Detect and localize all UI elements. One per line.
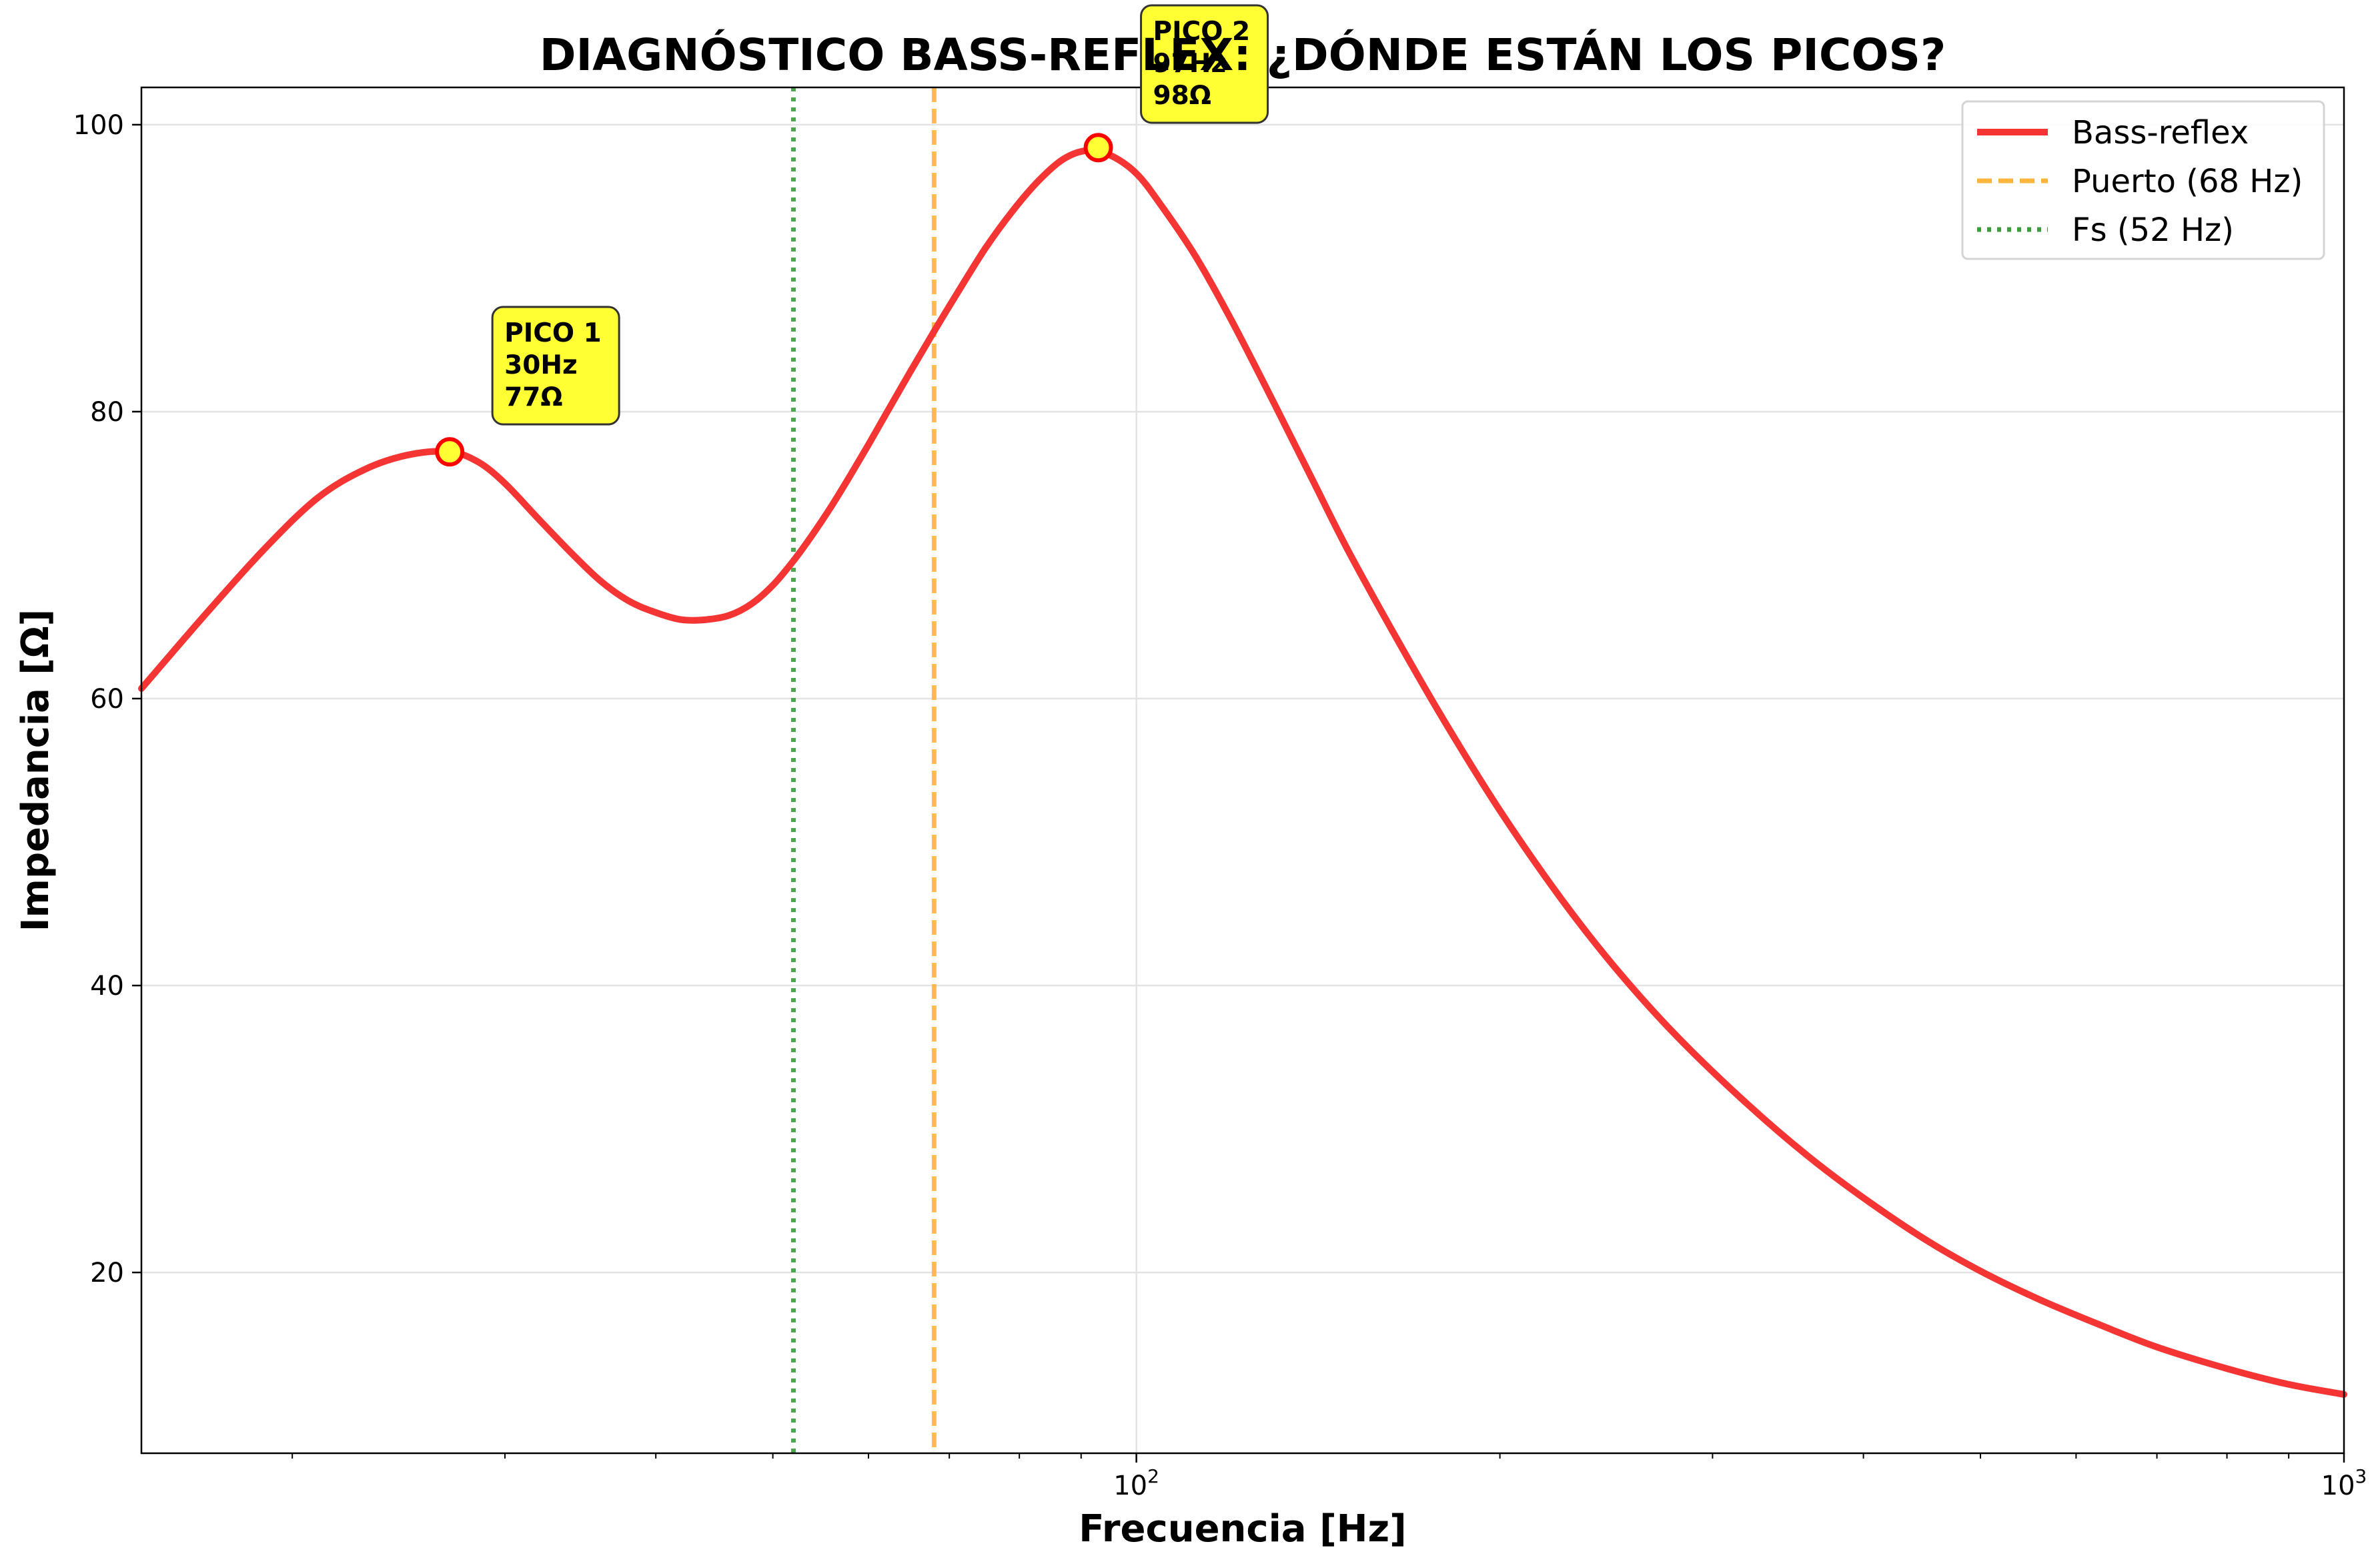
y-tick-label: 60 (90, 684, 124, 715)
y-tick-label: 80 (90, 397, 124, 428)
legend-label: Puerto (68 Hz) (2072, 163, 2303, 200)
peak-marker (435, 437, 465, 467)
annotation-text: 98Ω (1153, 81, 1211, 111)
y-axis-title: Impedancia [Ω] (14, 609, 57, 931)
series-line-bass-reflex (138, 147, 2347, 1398)
y-tick-label: 20 (90, 1258, 124, 1288)
y-tick-label: 40 (90, 971, 124, 1002)
annotation-box (1140, 4, 1269, 124)
legend-frame (1961, 100, 2325, 260)
legend-label: Fs (52 Hz) (2072, 212, 2234, 249)
x-axis-title: Frecuencia [Hz] (1079, 1507, 1407, 1551)
chart-title: DIAGNÓSTICO BASS-REFLEX: ¿DÓNDE ESTÁN LO… (540, 29, 1946, 81)
series (138, 147, 2347, 1398)
y-tick-label: 100 (73, 110, 124, 141)
peak-markers (435, 133, 1113, 467)
peak-marker (1083, 133, 1113, 163)
x-tick-label: 103 (2321, 1465, 2367, 1501)
legend-label: Bass-reflex (2072, 114, 2249, 151)
annotation-text: 77Ω (504, 382, 562, 412)
annotation-box (491, 306, 620, 426)
annotation-text: PICO 1 (504, 318, 602, 348)
reference-lines (790, 87, 937, 1453)
annotation-text: PICO 2 (1153, 17, 1251, 47)
legend: Bass-reflex Puerto (68 Hz) Fs (52 Hz) (1961, 100, 2325, 260)
annotation-text: 97Hz (1153, 49, 1227, 79)
annotation-text: 30Hz (504, 350, 578, 380)
